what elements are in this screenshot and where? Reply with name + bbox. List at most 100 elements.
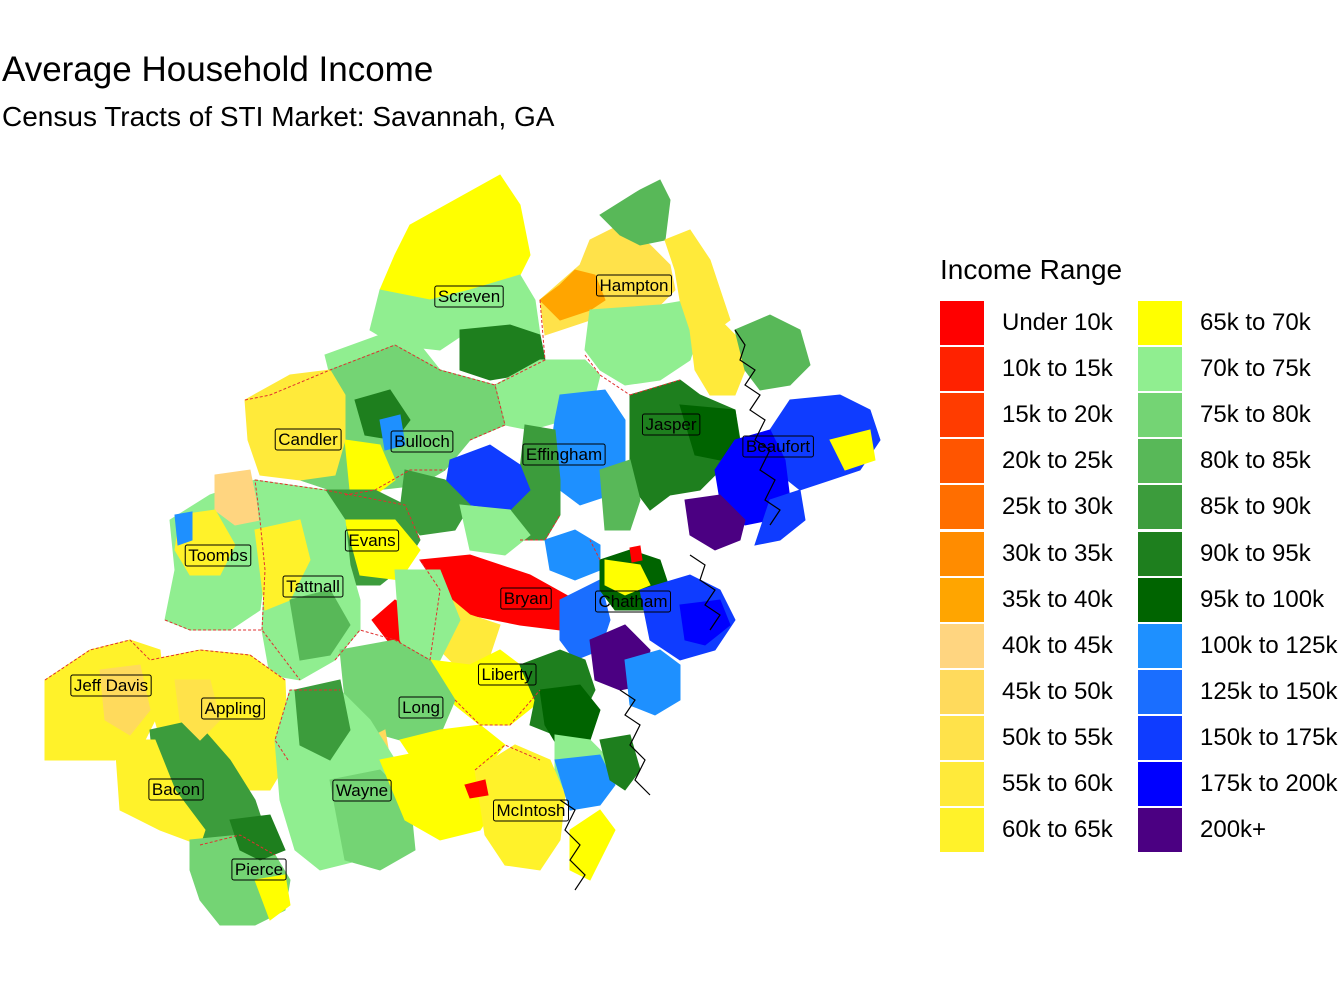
legend-label: 75k to 80k	[1200, 401, 1311, 429]
county-label-text: Toombs	[188, 546, 248, 565]
legend-swatch	[940, 762, 984, 806]
census-tract	[554, 754, 616, 811]
county-border	[344, 469, 445, 496]
legend-item: 200k+	[1138, 807, 1344, 853]
legend-swatch	[940, 623, 984, 668]
census-tract	[344, 439, 396, 496]
census-tract	[474, 744, 566, 871]
legend-swatch	[940, 485, 984, 530]
county-label-box	[596, 274, 672, 297]
legend-item: 85k to 90k	[1138, 484, 1344, 530]
county-label: Effingham	[522, 443, 606, 466]
legend-swatch	[940, 715, 984, 760]
county-label-box	[70, 674, 152, 697]
county-border	[394, 344, 506, 441]
census-tract	[244, 369, 346, 481]
county-label: Hampton	[596, 274, 672, 297]
county-label: Liberty	[477, 663, 537, 686]
census-tract	[679, 599, 731, 646]
legend-item: 55k to 60k	[940, 761, 1160, 807]
county-label-text: Pierce	[235, 860, 283, 879]
census-tract	[629, 545, 643, 563]
census-tract	[254, 874, 291, 921]
legend-item: 45k to 50k	[940, 669, 1160, 715]
county-label: McIntosh	[493, 799, 569, 822]
county-label-box	[641, 413, 701, 436]
legend-label: 90k to 95k	[1200, 539, 1311, 567]
county-border	[199, 834, 276, 856]
census-tract	[599, 734, 641, 791]
legend-item: 25k to 30k	[940, 484, 1160, 530]
legend-item: 15k to 20k	[940, 392, 1160, 438]
county-border	[589, 539, 601, 561]
county-label-box	[477, 663, 537, 686]
county-label: Bacon	[148, 778, 204, 801]
census-tract	[599, 459, 641, 531]
county-label-text: Jasper	[645, 415, 696, 434]
census-tract	[114, 739, 206, 846]
legend-label: 25k to 30k	[1002, 493, 1113, 521]
county-border	[244, 344, 396, 401]
census-tract	[599, 179, 671, 246]
legend-swatch	[1138, 623, 1182, 668]
legend-label: 70k to 75k	[1200, 355, 1311, 383]
county-label-text: Wayne	[336, 781, 388, 800]
census-tract	[624, 649, 681, 716]
county-label-box	[148, 778, 204, 801]
county-label-text: Jeff Davis	[74, 676, 148, 695]
legend-label: 40k to 45k	[1002, 631, 1113, 659]
census-tract	[214, 469, 261, 526]
county-label: Jeff Davis	[70, 674, 152, 697]
census-tract	[754, 489, 806, 546]
census-tract	[344, 519, 421, 581]
county-label: Long	[398, 696, 444, 719]
legend-swatch	[1138, 347, 1182, 392]
legend-swatch	[1138, 808, 1182, 853]
legend-swatch	[1138, 762, 1182, 806]
county-border	[254, 479, 266, 631]
county-border	[520, 514, 561, 541]
county-border	[274, 689, 340, 761]
legend-label: 45k to 50k	[1002, 677, 1113, 705]
county-border	[629, 379, 681, 396]
legend-label: 35k to 40k	[1002, 585, 1113, 613]
county-label-box	[595, 590, 671, 613]
county-label-text: Evans	[348, 531, 395, 550]
legend-item: Under 10k	[940, 300, 1160, 346]
legend-item: 75k to 80k	[1138, 392, 1344, 438]
census-tract	[684, 494, 746, 551]
county-label: Beaufort	[742, 435, 814, 458]
income-legend: Under 10k 10k to 15k 15k to 20k 20k to 25k 2…	[940, 300, 1344, 853]
census-tract	[734, 314, 811, 391]
census-tract	[829, 429, 876, 471]
legend-swatch	[1138, 715, 1182, 760]
legend-swatch	[940, 301, 984, 345]
county-label-text: Beaufort	[746, 437, 811, 456]
legend-item: 175k to 200k	[1138, 761, 1344, 807]
legend-swatch	[940, 808, 984, 853]
census-tract	[379, 414, 406, 451]
legend-item: 40k to 45k	[940, 623, 1160, 669]
legend-item: 65k to 70k	[1138, 300, 1344, 346]
county-label-text: Tattnall	[286, 577, 340, 596]
legend-swatch	[940, 577, 984, 622]
county-border	[454, 689, 541, 726]
county-label-text: Long	[402, 698, 440, 717]
legend-title: Income Range	[940, 254, 1123, 285]
census-tract	[254, 519, 311, 611]
legend-swatch	[940, 347, 984, 392]
coastline	[559, 799, 586, 891]
legend-item: 20k to 25k	[940, 438, 1160, 484]
county-label-box	[390, 430, 454, 453]
legend-label: 50k to 55k	[1002, 723, 1113, 751]
county-label-box	[434, 285, 504, 308]
census-tract	[174, 511, 193, 546]
legend-item: 95k to 100k	[1138, 577, 1344, 623]
choropleth-map: Screven Hampton Jasper Beaufort Candler Bullo…	[44, 174, 881, 926]
county-label-box	[332, 779, 392, 802]
census-tract	[174, 679, 221, 741]
census-tracts	[44, 174, 881, 926]
county-label: Candler	[274, 428, 342, 451]
map-subtitle: Census Tracts of STI Market: Savannah, G…	[2, 101, 555, 132]
census-tract	[289, 589, 351, 661]
